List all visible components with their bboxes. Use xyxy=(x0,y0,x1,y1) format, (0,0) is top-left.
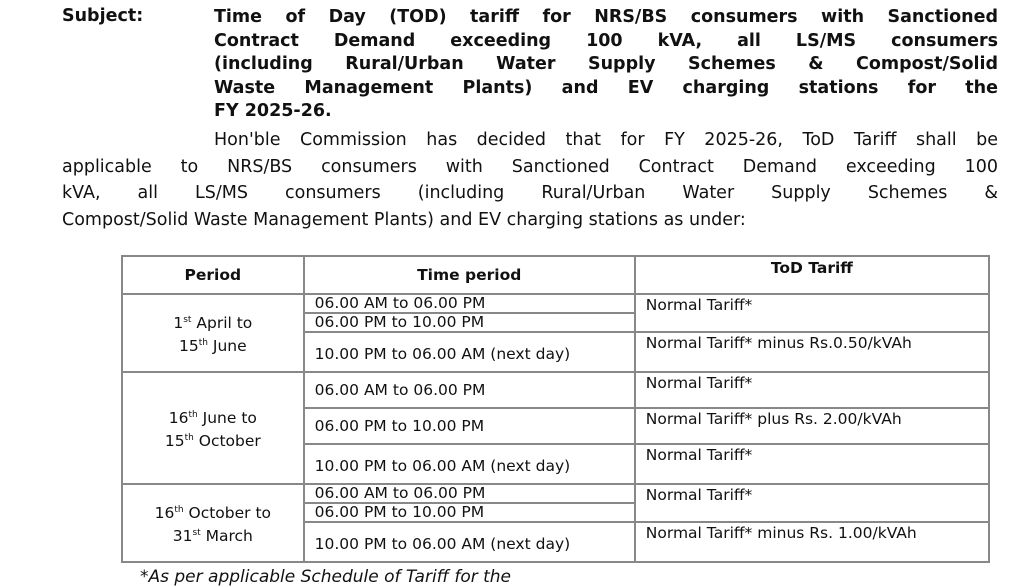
subject-line: FY 2025-26. xyxy=(214,101,332,121)
tariff-cell: Normal Tariff* plus Rs. 2.00/kVAh xyxy=(633,407,991,445)
tariff-cell: Normal Tariff* minus Rs. 1.00/kVAh xyxy=(633,521,991,563)
tariff-cell: Normal Tariff* xyxy=(633,371,991,409)
table-row: 06.00 PM to 10.00 PM Normal Tariff* plus… xyxy=(122,407,991,445)
time-cell: 06.00 AM to 06.00 PM xyxy=(302,371,636,409)
tariff-cell: Normal Tariff* xyxy=(633,443,991,485)
paragraph-line: Hon'ble Commission has decided that for … xyxy=(214,130,998,150)
paragraph-line: Compost/Solid Waste Management Plants) a… xyxy=(62,210,746,231)
subject-text: Time of Day (TOD) tariff for NRS/BS cons… xyxy=(214,6,998,124)
tariff-cell: Normal Tariff* xyxy=(633,483,991,523)
subject-line: Contract Demand exceeding 100 kVA, all L… xyxy=(214,30,998,51)
header-time-period: Time period xyxy=(302,255,636,295)
time-cell: 06.00 AM to 06.00 PM xyxy=(302,293,636,314)
time-cell: 06.00 PM to 10.00 PM xyxy=(302,502,636,523)
table-row: 10.00 PM to 06.00 AM (next day) Normal T… xyxy=(122,331,991,373)
subject-line: Waste Management Plants) and EV charging… xyxy=(214,77,998,98)
tariff-cell: Normal Tariff* minus Rs.0.50/kVAh xyxy=(633,331,991,373)
time-cell: 06.00 PM to 10.00 PM xyxy=(302,312,636,333)
table-row: 06.00 PM to 10.00 PM xyxy=(122,502,989,523)
subject-line: Time of Day (TOD) tariff for NRS/BS cons… xyxy=(214,7,998,27)
period-cell: 16th October to 31st March xyxy=(121,483,305,563)
period-cell: 16th June to 15th October xyxy=(121,371,305,485)
period-cell: 1st April to 15th June xyxy=(121,293,305,373)
time-cell: 10.00 PM to 06.00 AM (next day) xyxy=(302,521,636,563)
paragraph-line: applicable to NRS/BS consumers with Sanc… xyxy=(62,156,998,177)
tariff-cell: Normal Tariff* xyxy=(633,293,991,333)
table-row: 16th June to 15th October 06.00 AM to 06… xyxy=(121,371,991,485)
body-paragraph: Hon'ble Commission has decided that for … xyxy=(62,127,998,234)
subject-line: (including Rural/Urban Water Supply Sche… xyxy=(214,54,998,74)
footnote: *As per applicable Schedule of Tariff fo… xyxy=(140,567,512,587)
time-cell: 06.00 PM to 10.00 PM xyxy=(302,407,636,445)
subject-label: Subject: xyxy=(62,6,144,26)
paragraph-line: kVA, all LS/MS consumers (including Rura… xyxy=(62,183,998,204)
time-cell: 06.00 AM to 06.00 PM xyxy=(302,483,636,504)
table-row: 10.00 PM to 06.00 AM (next day) Normal T… xyxy=(122,443,991,485)
table-row: 06.00 PM to 10.00 PM xyxy=(122,312,989,333)
table-header-row: Period Time period ToD Tariff xyxy=(121,255,991,295)
header-period: Period xyxy=(121,255,305,295)
table-row: 16th October to 31st March 06.00 AM to 0… xyxy=(121,483,991,563)
time-cell: 10.00 PM to 06.00 AM (next day) xyxy=(302,331,636,373)
time-cell: 10.00 PM to 06.00 AM (next day) xyxy=(302,443,636,485)
tod-tariff-table: Period Time period ToD Tariff 1st April … xyxy=(121,255,991,563)
table-row: 1st April to 15th June 06.00 AM to 06.00… xyxy=(121,293,991,373)
header-tod-tariff: ToD Tariff xyxy=(633,255,991,295)
table-row: 10.00 PM to 06.00 AM (next day) Normal T… xyxy=(122,521,991,563)
